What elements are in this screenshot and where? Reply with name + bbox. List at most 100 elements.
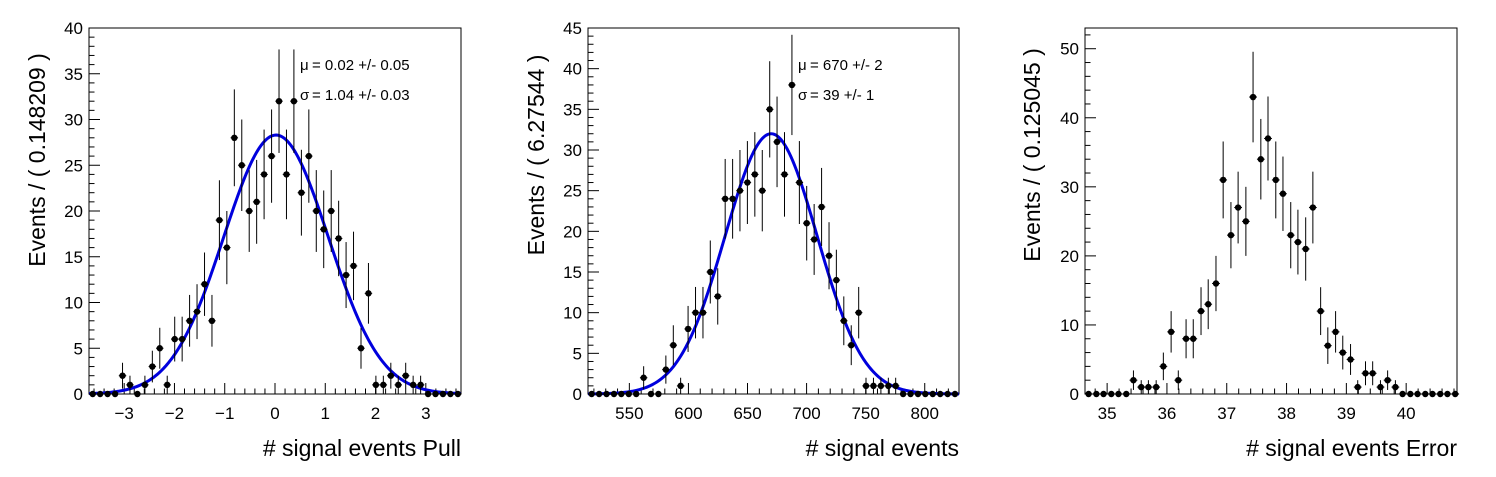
data-point <box>677 382 684 390</box>
stat-value: = 0.02 +/- 0.05 <box>312 57 410 74</box>
y-tick-label: 10 <box>64 294 83 313</box>
data-point <box>877 382 885 390</box>
data-point <box>424 390 432 398</box>
data-point <box>1130 376 1137 384</box>
data-point <box>736 187 744 194</box>
data-point <box>186 317 193 324</box>
y-tick-label: 0 <box>1070 385 1079 404</box>
data-point <box>1362 370 1369 377</box>
data-point <box>372 381 380 389</box>
y-tick-label: 20 <box>1060 247 1079 266</box>
x-axis-title: # signal events Error <box>1246 435 1457 461</box>
data-point <box>640 374 647 381</box>
data-point <box>699 309 707 316</box>
data-point <box>1294 238 1302 246</box>
data-point <box>1085 390 1092 398</box>
x-axis-title: # signal events Pull <box>263 435 461 461</box>
data-point <box>855 309 862 316</box>
stat-value: = 670 +/- 2 <box>810 57 883 74</box>
y-tick-label: 0 <box>573 385 582 404</box>
y-tick-label: 0 <box>74 385 83 404</box>
data-point <box>759 187 766 194</box>
data-point <box>365 290 372 297</box>
stat-symbol: μ <box>798 57 807 74</box>
data-point <box>387 372 395 379</box>
data-point <box>899 390 907 398</box>
data-point <box>1324 342 1332 349</box>
x-tick-label: 35 <box>1098 404 1117 423</box>
data-point <box>104 390 111 398</box>
data-point <box>1302 245 1309 253</box>
data-point <box>922 390 929 398</box>
data-point <box>1444 390 1451 398</box>
data-point <box>201 281 208 288</box>
data-point <box>670 342 677 349</box>
data-point <box>96 390 104 398</box>
data-point <box>1392 383 1399 391</box>
y-tick-label: 5 <box>573 344 582 363</box>
data-point <box>1437 390 1444 398</box>
data-point <box>275 98 283 105</box>
y-tick-label: 30 <box>563 141 582 160</box>
data-point <box>1407 390 1414 398</box>
data-point <box>870 382 877 390</box>
data-point <box>588 390 595 398</box>
data-point <box>253 198 260 206</box>
plot-frame <box>1084 27 1458 395</box>
data-point <box>320 226 327 233</box>
y-tick-label: 35 <box>563 100 582 119</box>
data-point <box>298 189 305 196</box>
data-point <box>447 390 454 398</box>
data-point <box>944 390 951 398</box>
x-tick-label: 650 <box>733 404 761 423</box>
data-point <box>1123 390 1130 398</box>
data-point <box>914 390 922 398</box>
y-tick-label: 20 <box>64 202 83 221</box>
data-point <box>432 390 439 398</box>
data-point <box>1138 383 1145 391</box>
x-axis-title: # signal events <box>806 435 959 461</box>
x-tick-label: 36 <box>1157 404 1176 423</box>
x-tick-label: 600 <box>674 404 702 423</box>
data-point <box>164 381 171 389</box>
data-point <box>1212 280 1220 287</box>
plot-frame <box>88 27 462 395</box>
data-point <box>342 271 350 279</box>
x-tick-label: 800 <box>911 404 939 423</box>
data-point <box>1354 383 1361 391</box>
data-point <box>1242 218 1250 225</box>
data-point <box>193 308 201 315</box>
y-axis-title: Events / ( 6.27544 ) <box>523 55 549 256</box>
x-tick-label: −3 <box>114 404 133 423</box>
data-point <box>1429 390 1436 398</box>
data-point <box>1100 390 1107 398</box>
data-point <box>260 171 268 178</box>
x-tick-label: 550 <box>615 404 643 423</box>
data-point <box>357 345 365 352</box>
x-tick-label: 2 <box>371 404 380 423</box>
plot-frame <box>587 27 960 395</box>
data-point <box>833 276 840 284</box>
data-point <box>313 207 320 215</box>
y-tick-label: 5 <box>74 339 83 358</box>
y-axis-title: Events / ( 0.125045 ) <box>1019 48 1045 262</box>
data-point <box>439 390 447 398</box>
data-point <box>684 325 692 333</box>
data-point <box>1145 383 1152 391</box>
data-point <box>937 390 944 398</box>
data-point <box>1377 383 1384 391</box>
x-tick-label: 40 <box>1397 404 1416 423</box>
data-point <box>1219 176 1227 184</box>
data-point <box>231 134 238 141</box>
data-point <box>395 381 402 389</box>
data-point <box>1249 93 1257 101</box>
data-point <box>1160 363 1167 370</box>
data-point <box>1279 190 1287 197</box>
data-point <box>417 381 424 389</box>
data-point <box>1093 390 1100 398</box>
data-point <box>1339 349 1346 356</box>
data-point <box>246 207 253 215</box>
